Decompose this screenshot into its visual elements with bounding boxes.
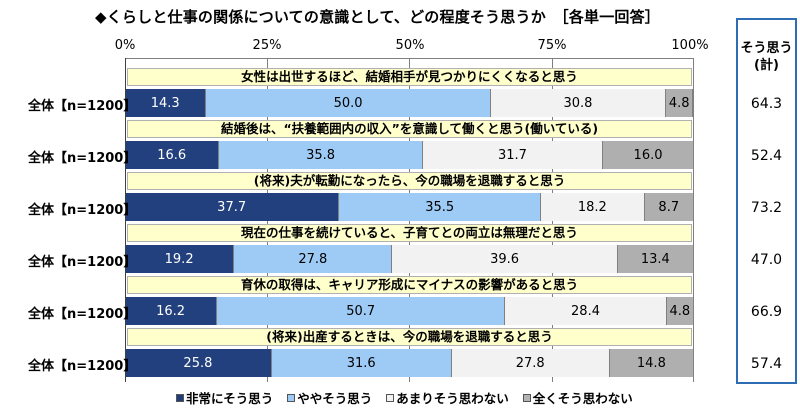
legend-swatch-icon <box>287 393 296 402</box>
bar-segment-not-much: 39.6 <box>392 245 618 273</box>
stacked-bar: 19.2 27.8 39.6 13.4 <box>125 245 694 273</box>
total-header-line1: そう思う <box>740 41 793 56</box>
bar-segment-not-at-all: 4.8 <box>666 297 694 325</box>
bar-segment-not-much: 30.8 <box>490 89 667 117</box>
bar-segment-somewhat: 35.5 <box>339 193 542 221</box>
axis-tick-25: 25% <box>252 38 282 53</box>
legend-swatch-icon <box>176 393 184 402</box>
bar-segment-very-much: 25.8 <box>125 349 272 377</box>
question-label: 育休の取得は、キャリア形成にマイナスの影響があると思う <box>127 276 692 294</box>
bar-segment-not-at-all: 13.4 <box>617 245 694 273</box>
axis-tick-50: 50% <box>395 38 425 53</box>
stacked-bar: 14.3 50.0 30.8 4.8 <box>125 89 694 117</box>
axis-tick-0: 0% <box>114 38 136 53</box>
bar-segment-somewhat: 27.8 <box>234 245 393 273</box>
total-value: 64.3 <box>750 96 783 112</box>
bar-segment-very-much: 37.7 <box>125 193 340 221</box>
total-value: 66.9 <box>750 304 783 320</box>
question-label: (将来)夫が転勤になったら、今の職場を退職すると思う <box>127 172 692 190</box>
total-panel: そう思う (計) 64.3 52.4 73.2 47.0 66.9 57.4 <box>736 18 797 384</box>
group-label: 全体【n=1200】 <box>28 203 137 218</box>
total-value: 73.2 <box>750 200 783 216</box>
bar-segment-very-much: 16.6 <box>125 141 220 169</box>
stacked-bar: 16.6 35.8 31.7 16.0 <box>125 141 694 169</box>
bar-segment-somewhat: 50.7 <box>217 297 506 325</box>
legend-item-not-much: あまりそう思わない <box>386 388 509 407</box>
bar-segment-very-much: 16.2 <box>125 297 218 325</box>
bar-segment-somewhat: 50.0 <box>206 89 491 117</box>
stacked-bar: 37.7 35.5 18.2 8.7 <box>125 193 694 221</box>
legend-label: あまりそう思わない <box>396 391 509 406</box>
group-label: 全体【n=1200】 <box>28 151 137 166</box>
legend-swatch-icon <box>522 393 531 402</box>
bar-segment-somewhat: 31.6 <box>271 349 452 377</box>
bar-segment-not-much: 18.2 <box>541 193 645 221</box>
legend-item-not-at-all: 全くそう思わない <box>522 388 633 407</box>
axis-tick-100: 100% <box>671 38 709 53</box>
bar-segment-not-at-all: 14.8 <box>609 349 694 377</box>
total-header: そう思う (計) <box>738 40 795 74</box>
axis-tick-75: 75% <box>537 38 567 53</box>
legend-swatch-icon <box>386 393 395 402</box>
stacked-bar: 16.2 50.7 28.4 4.8 <box>125 297 694 325</box>
legend-item-very-much: 非常にそう思う <box>176 388 273 407</box>
total-value: 57.4 <box>750 356 783 372</box>
bar-segment-not-much: 28.4 <box>505 297 667 325</box>
category-axis-line <box>125 58 126 382</box>
plot-area: 女性は出世するほど、結婚相手が見つかりにくくなると思う 14.3 50.0 30.8 4… <box>125 58 694 382</box>
question-label: (将来)出産するときは、今の職場を退職すると思う <box>127 328 692 346</box>
legend-label: 非常にそう思う <box>186 391 274 406</box>
bar-segment-not-much: 31.7 <box>422 141 604 169</box>
bar-segment-very-much: 19.2 <box>125 245 235 273</box>
total-value: 47.0 <box>750 252 783 268</box>
bar-segment-not-at-all: 4.8 <box>666 89 694 117</box>
legend: 非常にそう思う ややそう思う あまりそう思わない 全くそう思わない <box>176 388 633 407</box>
stacked-bar: 25.8 31.6 27.8 14.8 <box>125 349 694 377</box>
group-label: 全体【n=1200】 <box>28 307 137 322</box>
legend-label: ややそう思う <box>297 391 373 406</box>
group-label: 全体【n=1200】 <box>28 99 137 114</box>
bar-segment-not-much: 27.8 <box>451 349 610 377</box>
bar-segment-somewhat: 35.8 <box>219 141 423 169</box>
question-label: 現在の仕事を続けていると、子育てとの両立は無理だと思う <box>127 224 692 242</box>
question-label: 女性は出世するほど、結婚相手が見つかりにくくなると思う <box>127 68 692 86</box>
total-value: 52.4 <box>750 148 783 164</box>
bar-segment-not-at-all: 16.0 <box>603 141 694 169</box>
chart-title: ◆くらしと仕事の関係についての意識として、どの程度そう思うか ［各単一回答］ <box>95 8 660 26</box>
legend-item-somewhat: ややそう思う <box>287 388 372 407</box>
total-header-line2: (計) <box>754 58 779 73</box>
question-label: 結婚後は、“扶養範囲内の収入”を意識して働くと思う(働いている) <box>127 120 692 138</box>
bar-segment-very-much: 14.3 <box>125 89 207 117</box>
bar-segment-not-at-all: 8.7 <box>644 193 694 221</box>
group-label: 全体【n=1200】 <box>28 359 137 374</box>
group-label: 全体【n=1200】 <box>28 255 137 270</box>
legend-label: 全くそう思わない <box>532 391 633 406</box>
